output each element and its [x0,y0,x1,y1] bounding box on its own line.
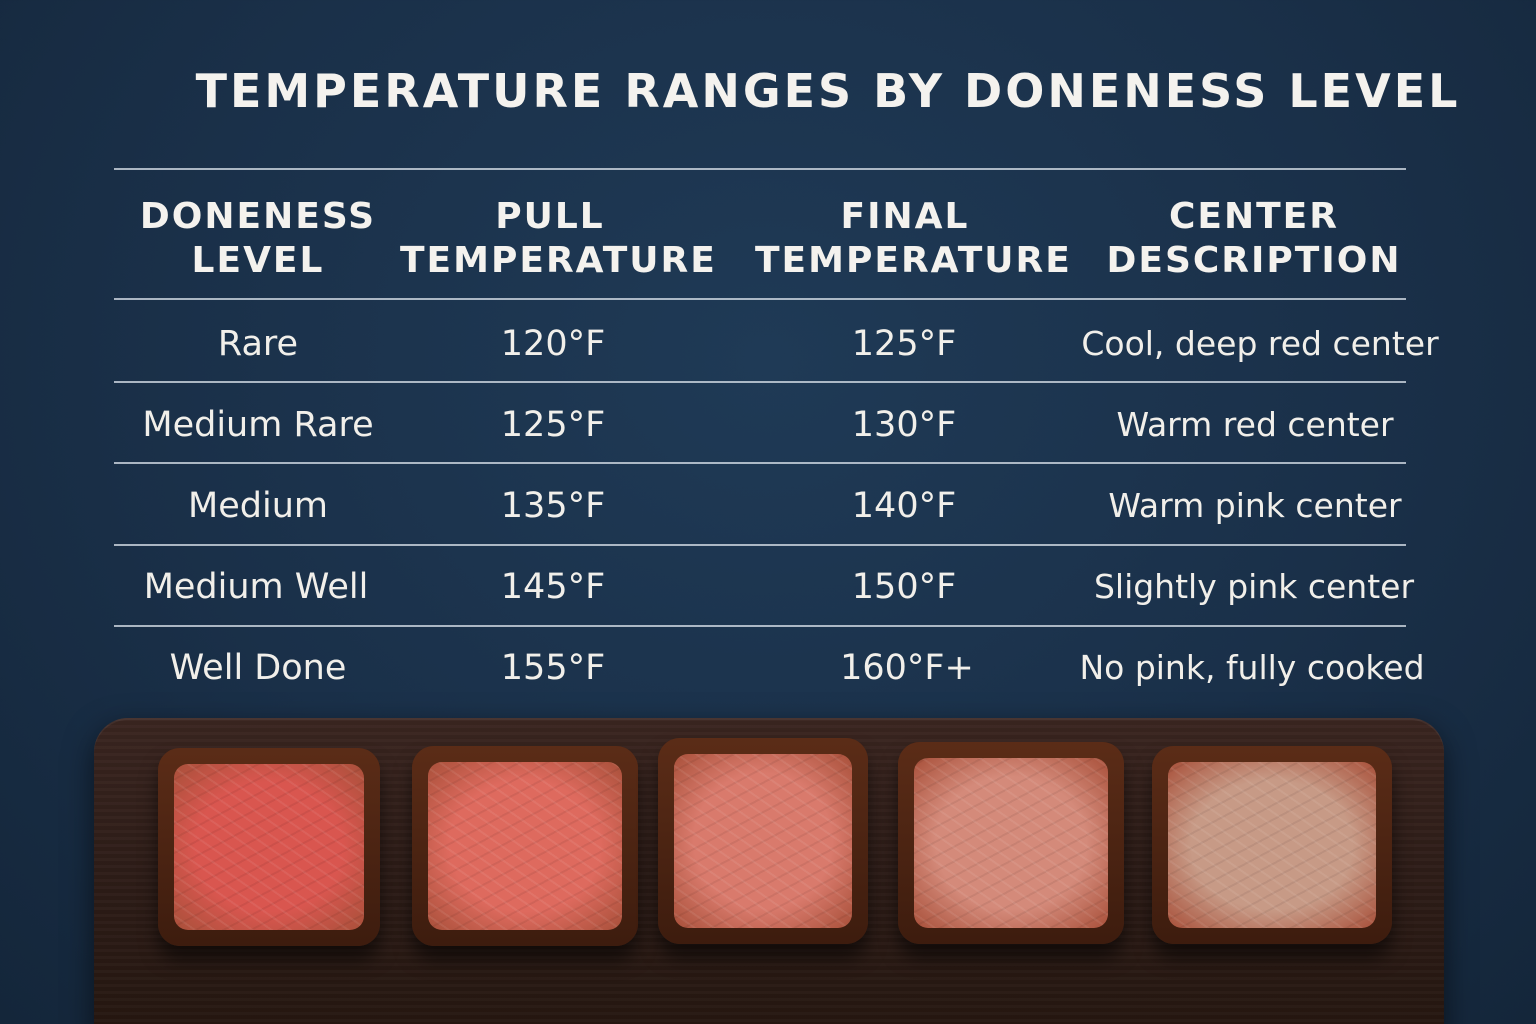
pull-temp-cell: 135°F [500,486,606,526]
steak-center [174,764,364,930]
page-title: TEMPERATURE RANGES BY DONENESS LEVEL [195,64,1461,118]
final-temp-cell: 150°F [851,567,957,607]
steak-center [1168,762,1376,928]
steak-medium-rare [412,746,638,946]
final-temp-cell: 140°F [851,486,957,526]
final-temp-cell: 130°F [851,405,957,445]
header-final-temperature: FINAL TEMPERATURE [755,196,1072,281]
steak-center [914,758,1108,928]
center-description-cell: Warm red center [1116,405,1394,444]
steak-rare [158,748,380,946]
table-row-divider [114,544,1406,546]
table-row-divider [114,462,1406,464]
pull-temp-cell: 145°F [500,567,606,607]
pull-temp-cell: 120°F [500,324,606,364]
table-header-rule [114,298,1406,300]
header-doneness-level: DONENESS LEVEL [139,196,377,281]
doneness-cell: Medium Well [143,567,369,607]
steak-center [674,754,852,928]
steak-center [428,762,622,930]
doneness-cell: Medium Rare [142,405,374,445]
steak-well-done [1152,746,1392,944]
center-description-cell: Slightly pink center [1093,567,1415,606]
final-temp-cell: 160°F+ [840,648,974,688]
center-description-cell: No pink, fully cooked [1079,648,1425,687]
steak-medium [658,738,868,944]
doneness-cell: Rare [217,324,299,364]
steak-medium-well [898,742,1124,944]
center-description-cell: Warm pink center [1108,486,1402,525]
doneness-cell: Well Done [169,648,347,688]
table-row-divider [114,381,1406,383]
pull-temp-cell: 155°F [500,648,606,688]
header-pull-temperature: PULL TEMPERATURE [400,196,717,281]
header-center-description: CENTER DESCRIPTION [1106,196,1402,281]
table-row-divider [114,625,1406,627]
doneness-cell: Medium [188,486,328,526]
table-top-rule [114,168,1406,170]
center-description-cell: Cool, deep red center [1081,324,1439,363]
pull-temp-cell: 125°F [500,405,606,445]
final-temp-cell: 125°F [851,324,957,364]
